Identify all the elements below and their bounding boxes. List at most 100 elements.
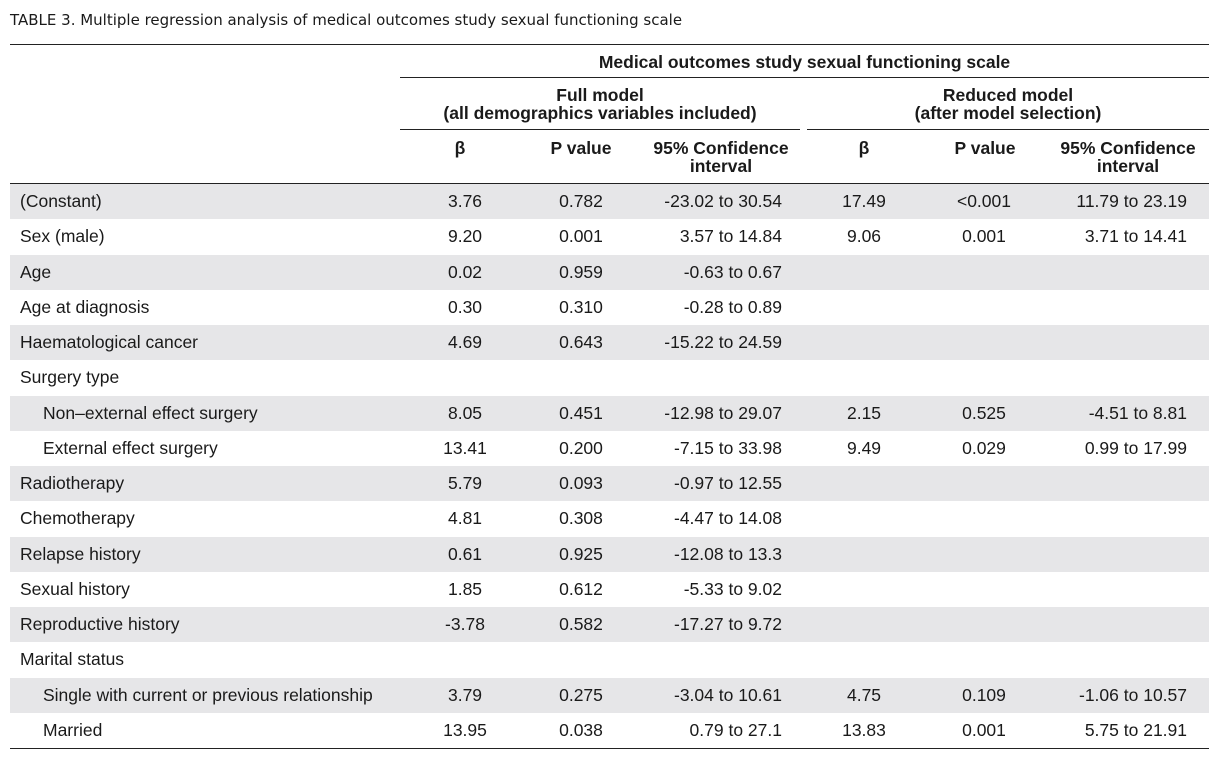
reduced-beta-cell: 9.06 [846, 226, 882, 247]
header-reduced-model: Reduced model (after model selection) [807, 86, 1209, 122]
full-ci-cell: -7.15 to 33.98 [674, 437, 782, 458]
reduced-p-cell: <0.001 [956, 191, 1011, 211]
full-ci-cell: -0.97 to 12.55 [674, 473, 782, 493]
reduced-ci-cell: 11.79 to 23.19 [1076, 191, 1187, 211]
header-full-model: Full model (all demographics variables i… [400, 86, 800, 122]
reduced-beta-cell: 13.83 [842, 719, 886, 740]
full-beta-cell [425, 642, 505, 677]
full-p-cell: 0.275 [559, 684, 603, 705]
table-caption: TABLE 3. Multiple regression analysis of… [10, 11, 683, 29]
full-beta-cell: 8.05 [447, 402, 483, 423]
header-reduced-model-rule [807, 129, 1209, 130]
reduced-ci-cell [1010, 607, 1187, 642]
table-row: Radiotherapy 5.79 0.093 -0.97 to 12.55 [10, 466, 1209, 501]
header-full-model-title: Full model [556, 85, 644, 105]
header-reduced-model-title: Reduced model [942, 85, 1074, 105]
reduced-ci-cell: -4.51 to 8.81 [1088, 402, 1187, 423]
full-p-cell: 0.001 [559, 226, 603, 247]
table-row: Married 13.95 0.038 0.79 to 27.1 13.83 0… [10, 713, 1209, 748]
reduced-ci-cell [1010, 537, 1187, 572]
full-beta-cell: 0.61 [447, 543, 483, 564]
col-header-reduced-ci-line1: 95% Confidence [1060, 138, 1196, 158]
col-header-full-p: P value [550, 138, 612, 158]
full-beta-cell: 4.81 [447, 508, 483, 529]
row-label: Reproductive history [20, 614, 180, 634]
full-p-cell: 0.310 [559, 296, 603, 317]
table-row: Sex (male) 9.20 0.001 3.57 to 14.84 9.06… [10, 219, 1209, 254]
full-beta-cell: 5.79 [447, 473, 483, 493]
full-beta-cell: 3.79 [447, 684, 483, 705]
full-p-cell: 0.612 [559, 578, 603, 599]
table-row: Age at diagnosis 0.30 0.310 -0.28 to 0.8… [10, 290, 1209, 325]
row-label: Age [20, 261, 52, 282]
table-row: Marital status [10, 642, 1209, 677]
reduced-beta-cell [824, 607, 904, 642]
row-label: Age at diagnosis [20, 296, 150, 317]
full-ci-cell [610, 360, 782, 395]
header-scale-title: Medical outcomes study sexual functionin… [598, 52, 1011, 72]
full-beta-cell: 1.85 [447, 578, 483, 599]
full-p-cell: 0.200 [559, 437, 603, 458]
full-p-cell: 0.925 [559, 543, 603, 564]
full-p-cell: 0.308 [559, 508, 603, 529]
row-label: (Constant) [20, 191, 102, 211]
full-p-cell: 0.582 [559, 614, 603, 634]
reduced-beta-cell: 9.49 [846, 437, 882, 458]
col-header-full-ci-line2: interval [689, 156, 753, 176]
reduced-beta-cell [824, 255, 904, 290]
reduced-p-cell: 0.029 [962, 437, 1006, 458]
reduced-ci-cell [1010, 501, 1187, 536]
row-label: Sexual history [20, 578, 130, 599]
table-row: (Constant) 3.76 0.782 -23.02 to 30.54 17… [10, 184, 1209, 219]
full-ci-cell: -0.63 to 0.67 [683, 261, 782, 282]
table-row: Age 0.02 0.959 -0.63 to 0.67 [10, 254, 1209, 290]
reduced-ci-cell: -1.06 to 10.57 [1079, 684, 1187, 705]
table-row: Chemotherapy 4.81 0.308 -4.47 to 14.08 [10, 501, 1209, 536]
full-ci-cell: -12.98 to 29.07 [664, 402, 782, 423]
full-ci-cell: 0.79 to 27.1 [689, 719, 782, 740]
table-row: Reproductive history -3.78 0.582 -17.27 … [10, 607, 1209, 642]
table-row: Surgery type [10, 360, 1209, 395]
reduced-beta-cell [824, 572, 904, 607]
full-p-cell: 0.782 [559, 191, 603, 211]
header-reduced-model-subtitle: (after model selection) [914, 103, 1102, 123]
row-label: Marital status [20, 649, 125, 670]
full-p-cell: 0.643 [559, 332, 603, 352]
row-label: External effect surgery [43, 437, 218, 458]
table-top-rule [10, 44, 1209, 45]
reduced-beta-cell [824, 360, 904, 395]
full-p-cell: 0.451 [559, 402, 603, 423]
row-label: Non–external effect surgery [43, 402, 258, 423]
full-ci-cell: -23.02 to 30.54 [664, 191, 782, 211]
reduced-beta-cell [824, 642, 904, 677]
full-ci-cell: -12.08 to 13.3 [674, 543, 782, 564]
full-ci-cell: -4.47 to 14.08 [674, 508, 782, 529]
full-ci-cell: -15.22 to 24.59 [664, 332, 782, 352]
full-beta-cell: 4.69 [447, 332, 483, 352]
reduced-p-cell: 0.109 [962, 684, 1006, 705]
full-ci-cell: -17.27 to 9.72 [674, 614, 782, 634]
table-row: Relapse history 0.61 0.925 -12.08 to 13.… [10, 536, 1209, 572]
full-ci-cell: 3.57 to 14.84 [679, 226, 782, 247]
reduced-ci-cell [1010, 290, 1187, 325]
col-header-reduced-p: P value [954, 138, 1016, 158]
full-beta-cell: 13.41 [443, 437, 487, 458]
reduced-ci-cell [1010, 360, 1187, 395]
row-label: Relapse history [20, 543, 141, 564]
reduced-beta-cell: 4.75 [846, 684, 882, 705]
reduced-beta-cell [824, 325, 904, 360]
col-header-full-ci-line1: 95% Confidence [653, 138, 789, 158]
full-ci-cell: -0.28 to 0.89 [683, 296, 782, 317]
row-label: Single with current or previous relation… [43, 684, 373, 705]
row-label: Sex (male) [20, 226, 105, 247]
row-label: Radiotherapy [20, 473, 125, 493]
col-header-full-beta: β [454, 138, 466, 158]
col-header-reduced-beta: β [858, 138, 870, 158]
reduced-ci-cell [1010, 572, 1187, 607]
reduced-ci-cell: 3.71 to 14.41 [1084, 226, 1187, 247]
reduced-beta-cell [824, 290, 904, 325]
reduced-ci-cell [1010, 642, 1187, 677]
table-bottom-rule [10, 748, 1209, 749]
header-bottom-rule [10, 183, 1209, 184]
full-p-cell: 0.093 [559, 473, 603, 493]
